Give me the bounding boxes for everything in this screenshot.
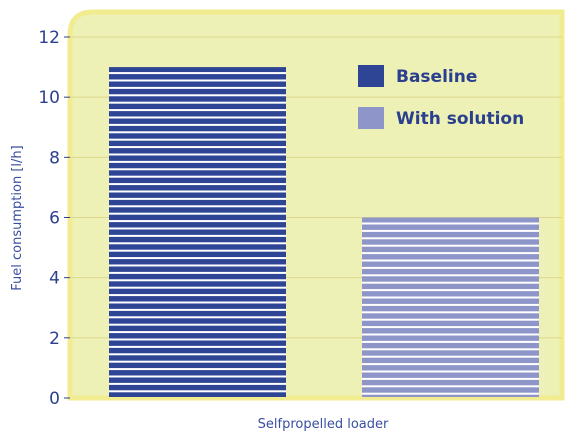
bar-stripe [109, 382, 286, 385]
bar-stripe [109, 138, 286, 141]
bar-stripe [109, 109, 286, 112]
bar-stripe [362, 340, 539, 343]
bar-with-solution [362, 217, 539, 398]
y-tick-label-0: 0 [49, 389, 60, 409]
y-tick-label-12: 12 [38, 28, 60, 48]
bar-stripe [109, 279, 286, 282]
bar-stripe [109, 323, 286, 326]
bar-stripe [109, 294, 286, 297]
bar-stripe [362, 303, 539, 306]
bar-stripe [109, 168, 286, 171]
bar-stripe [362, 363, 539, 366]
bar-stripe [362, 229, 539, 232]
bar-stripe [109, 86, 286, 89]
bar-stripe [362, 259, 539, 262]
bar-stripe [109, 197, 286, 200]
bar-stripe [362, 281, 539, 284]
bar-stripe [109, 316, 286, 319]
y-tick-label-2: 2 [49, 329, 60, 349]
legend: Baseline With solution [358, 65, 524, 129]
bar-stripe [109, 353, 286, 356]
bar-stripe [109, 160, 286, 163]
bar-stripe [109, 175, 286, 178]
bar-stripe [362, 237, 539, 240]
bar-stripe [109, 190, 286, 193]
bar-stripe [362, 296, 539, 299]
bar-stripe [362, 333, 539, 336]
bar-stripe [362, 370, 539, 373]
bar-stripe [109, 264, 286, 267]
bar-stripe [362, 392, 539, 395]
legend-label-with-solution: With solution [396, 109, 524, 129]
bar-stripe [362, 311, 539, 314]
bar-stripe [109, 331, 286, 334]
bar-stripe [109, 205, 286, 208]
bar-stripe [362, 289, 539, 292]
bar-stripe [109, 183, 286, 186]
bar-stripe [109, 123, 286, 126]
legend-label-baseline: Baseline [396, 67, 477, 87]
bar-stripe [109, 131, 286, 134]
bar-stripe [109, 375, 286, 378]
bar-stripe [362, 326, 539, 329]
bar-stripe [362, 244, 539, 247]
bar-stripe [109, 153, 286, 156]
legend-swatch-with-solution [358, 107, 384, 129]
bar-stripe [109, 242, 286, 245]
bar-stripe [362, 222, 539, 225]
bar-stripe [109, 227, 286, 230]
bar-stripe [109, 286, 286, 289]
bar-stripe [362, 252, 539, 255]
bar-fill [362, 217, 539, 398]
bar-stripe [362, 377, 539, 380]
bar-stripe [362, 385, 539, 388]
bar-stripe [109, 220, 286, 223]
bar-stripe [109, 146, 286, 149]
bar-stripe [109, 308, 286, 311]
bar-stripe [362, 318, 539, 321]
bar-stripe [109, 390, 286, 393]
bar-stripe [362, 266, 539, 269]
bar-stripe [109, 79, 286, 82]
y-tick-label-8: 8 [49, 148, 60, 168]
bar-stripe [109, 345, 286, 348]
x-category-label: Selfpropelled loader [258, 417, 389, 432]
bar-stripe [109, 301, 286, 304]
bar-stripe [362, 348, 539, 351]
bar-baseline [109, 67, 286, 398]
bar-stripe [109, 257, 286, 260]
bar-stripe [362, 355, 539, 358]
bar-stripe [362, 274, 539, 277]
bar-stripe [109, 360, 286, 363]
y-tick-label-6: 6 [49, 209, 60, 229]
y-tick-label-10: 10 [38, 88, 60, 108]
y-axis-ticks: 0 2 4 6 8 10 12 [38, 28, 70, 409]
legend-swatch-baseline [358, 65, 384, 87]
bar-stripe [109, 72, 286, 75]
bar-stripe [109, 116, 286, 119]
bar-stripe [109, 234, 286, 237]
bar-stripe [109, 249, 286, 252]
bar-stripe [109, 338, 286, 341]
bar-stripe [109, 368, 286, 371]
bar-stripe [109, 271, 286, 274]
y-tick-label-4: 4 [49, 269, 60, 289]
bar-fill [109, 67, 286, 398]
bars [109, 67, 539, 398]
bar-stripe [109, 94, 286, 97]
bar-stripe [109, 212, 286, 215]
y-axis-title: Fuel consumption [l/h] [10, 145, 25, 290]
bar-stripe [109, 101, 286, 104]
